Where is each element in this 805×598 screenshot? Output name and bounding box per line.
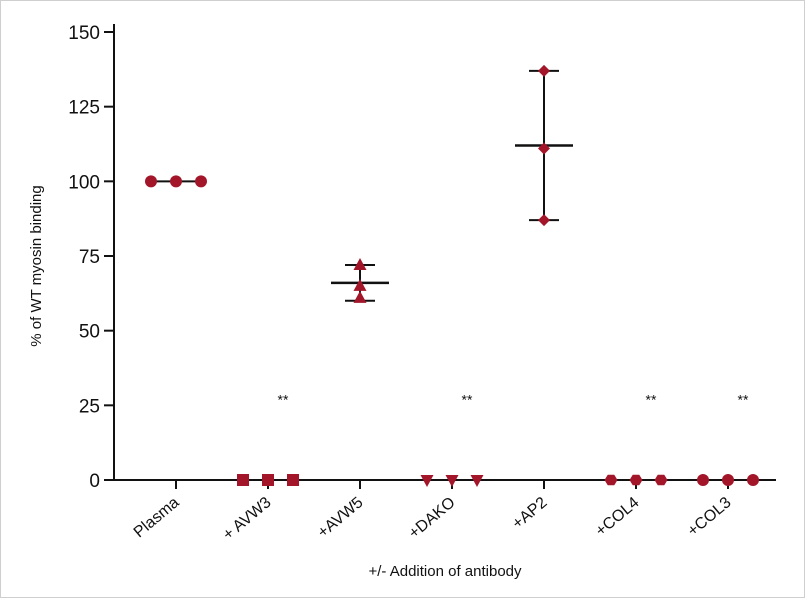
data-point	[697, 474, 709, 486]
data-point	[170, 175, 182, 188]
x-tick-label: +COL3	[684, 494, 734, 540]
data-point	[538, 142, 550, 155]
data-point	[604, 474, 618, 486]
significance-label: **	[462, 391, 473, 407]
data-point	[262, 474, 274, 486]
data-point	[747, 474, 759, 486]
data-point	[538, 214, 550, 227]
data-point	[654, 474, 668, 486]
y-axis-title: % of WT myosin binding	[28, 185, 45, 346]
data-point	[195, 175, 207, 188]
y-tick-label: 25	[79, 396, 100, 417]
x-tick-label: +COL4	[592, 494, 642, 540]
significance-label: **	[646, 391, 657, 407]
data-point	[353, 290, 367, 303]
data-point	[470, 475, 484, 487]
y-tick-label: 0	[89, 471, 100, 492]
data-group-6: **	[697, 391, 759, 486]
data-group-2	[331, 257, 389, 303]
data-group-0	[145, 175, 207, 188]
x-tick-label: +AVW5	[315, 494, 367, 541]
x-axis-title: +/- Addition of antibody	[368, 563, 522, 580]
significance-label: **	[278, 391, 289, 407]
x-tick-label: +AP2	[509, 494, 550, 533]
data-point	[722, 474, 734, 486]
significance-label: **	[738, 391, 749, 407]
data-point	[445, 475, 459, 487]
x-tick-label: +DAKO	[406, 494, 459, 542]
data-group-1: **	[237, 391, 299, 486]
data-point	[538, 64, 550, 77]
data-point	[353, 257, 367, 270]
data-point	[237, 474, 249, 486]
x-tick-label: + AVW3	[220, 494, 275, 544]
y-tick-label: 125	[68, 98, 100, 119]
x-tick-label: Plasma	[131, 494, 183, 541]
data-point	[353, 278, 367, 291]
data-point	[629, 474, 643, 486]
y-tick-label: 75	[79, 247, 100, 268]
data-point	[287, 474, 299, 486]
data-point	[145, 175, 157, 188]
data-group-4	[515, 64, 573, 227]
data-group-5: **	[604, 391, 668, 486]
data-point	[420, 475, 434, 487]
y-tick-label: 50	[79, 322, 100, 343]
data-group-3: **	[420, 391, 484, 487]
y-tick-label: 150	[68, 23, 100, 44]
y-tick-label: 100	[68, 172, 100, 193]
